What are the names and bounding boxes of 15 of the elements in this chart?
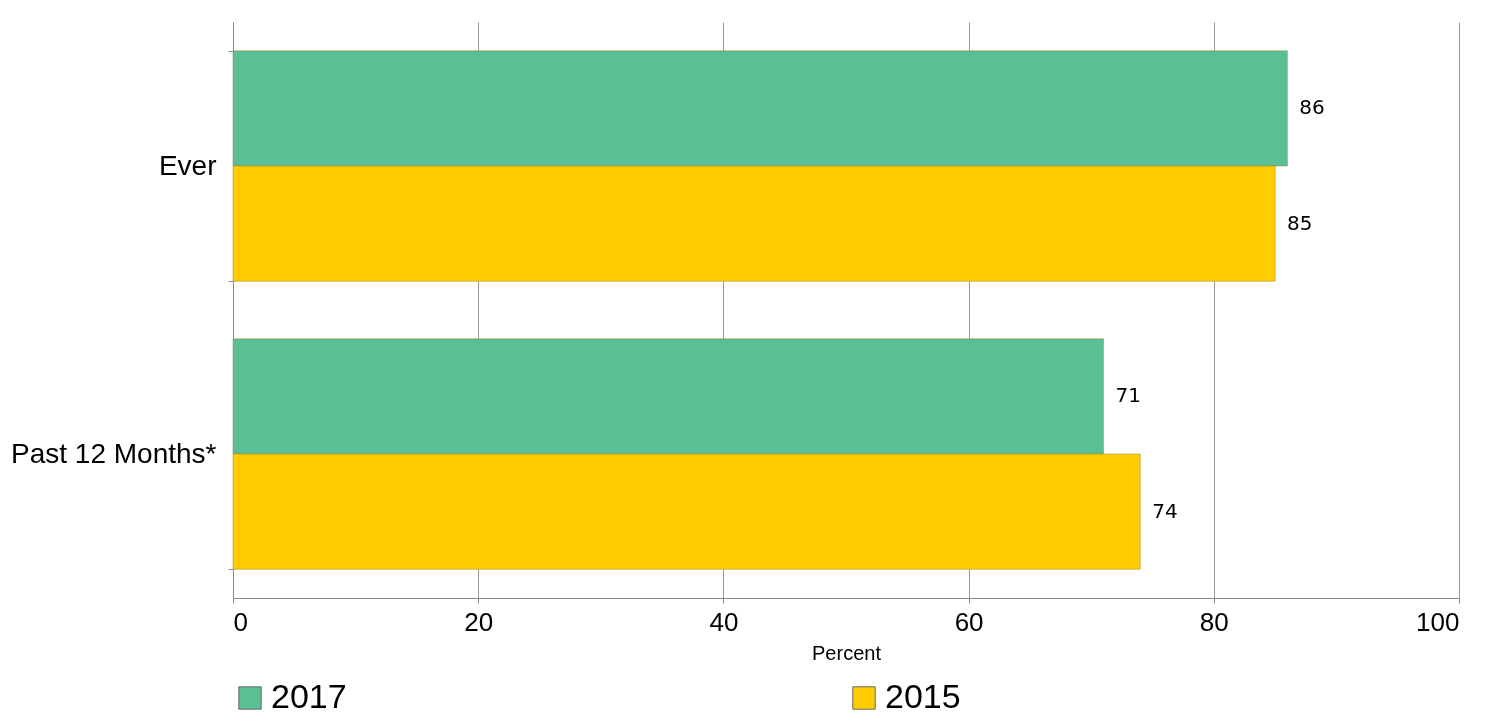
- x-tick-label: 20: [464, 606, 494, 637]
- data-label: 74: [1152, 498, 1178, 523]
- legend-label: 2017: [271, 677, 347, 715]
- data-label: 86: [1299, 95, 1325, 120]
- data-label: 85: [1287, 210, 1313, 235]
- x-tick-label: 0: [233, 606, 248, 637]
- y-tick-label: Past 12 Months*: [11, 437, 217, 469]
- x-tick-label: 80: [1199, 606, 1229, 637]
- legend-label: 2015: [885, 677, 961, 715]
- y-tick-label: Ever: [158, 149, 217, 181]
- data-label: 71: [1115, 383, 1141, 408]
- x-tick-label: 60: [954, 606, 984, 637]
- x-tick-label: 100: [1416, 606, 1460, 637]
- x-tick-label: 40: [709, 606, 739, 637]
- x-axis-title: Percent: [812, 641, 882, 664]
